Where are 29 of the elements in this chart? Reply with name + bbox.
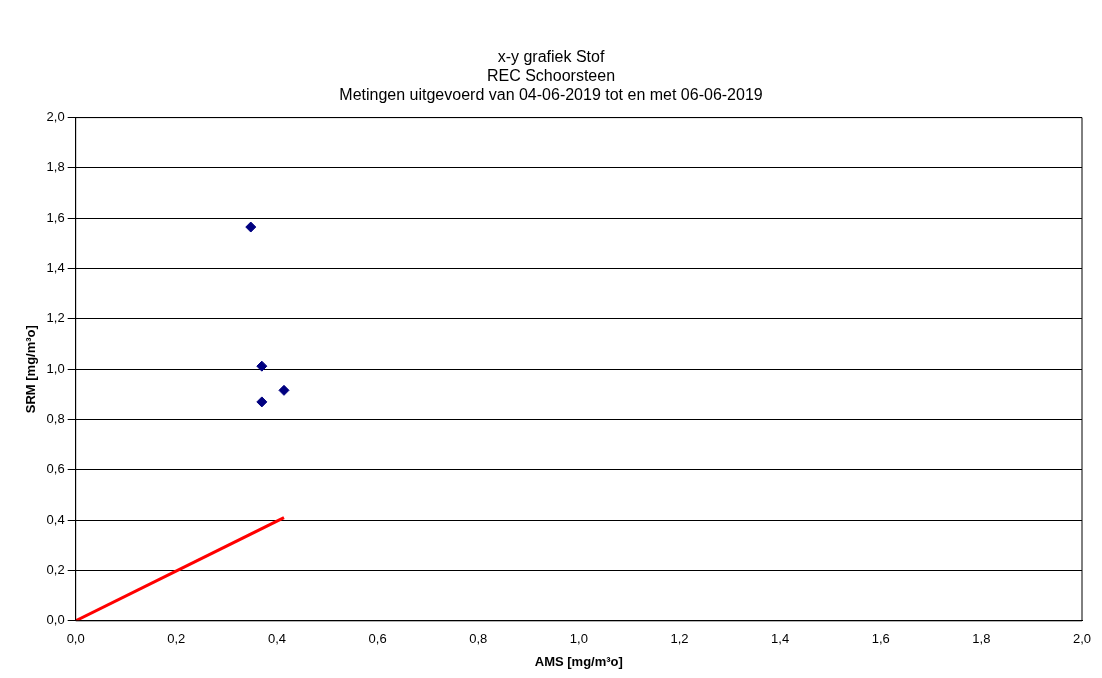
y-tick-label: 2,0 (46, 109, 65, 125)
point (256, 396, 268, 408)
y-tick-label: 1,2 (46, 310, 65, 326)
x-tick-label: 0,2 (167, 631, 186, 647)
y-tick-label: 0,6 (46, 461, 65, 477)
x-tick-label: 0,4 (267, 631, 286, 647)
point (278, 384, 290, 396)
x-tick-label: 0,6 (368, 631, 387, 647)
y-tick-label: 0,4 (46, 511, 65, 527)
x-tick-label: 1,0 (569, 631, 588, 647)
x-tick-label: 0,8 (469, 631, 488, 647)
x-tick-label: 2,0 (1072, 631, 1092, 647)
y-axis-title: SRM [mg/m³o] (23, 325, 39, 414)
y-tick-label: 0,8 (46, 411, 65, 427)
y-tick-label: 1,8 (46, 159, 65, 175)
x-tick-label: 1,4 (771, 631, 790, 647)
x-axis-title: AMS [mg/m³o] (534, 653, 623, 669)
x-tick-label: 1,8 (972, 631, 991, 647)
point (245, 221, 257, 233)
x-tick-label: 1,2 (670, 631, 689, 647)
x-tick-label: 1,6 (871, 631, 890, 647)
y-tick-label: 1,6 (46, 209, 65, 225)
y-tick-label: 1,4 (46, 260, 65, 276)
y-tick-label: 0,0 (46, 612, 65, 628)
point (256, 360, 268, 372)
y-tick-label: 0,2 (46, 562, 65, 578)
x-tick-label: 0,0 (66, 631, 85, 647)
y-tick-label: 1,0 (46, 360, 65, 376)
chart-title: x-y grafiek Stof REC Schoorsteen Metingen uitgevoerd van 04-06-2019 tot en met 06-06-2019 (339, 48, 763, 104)
